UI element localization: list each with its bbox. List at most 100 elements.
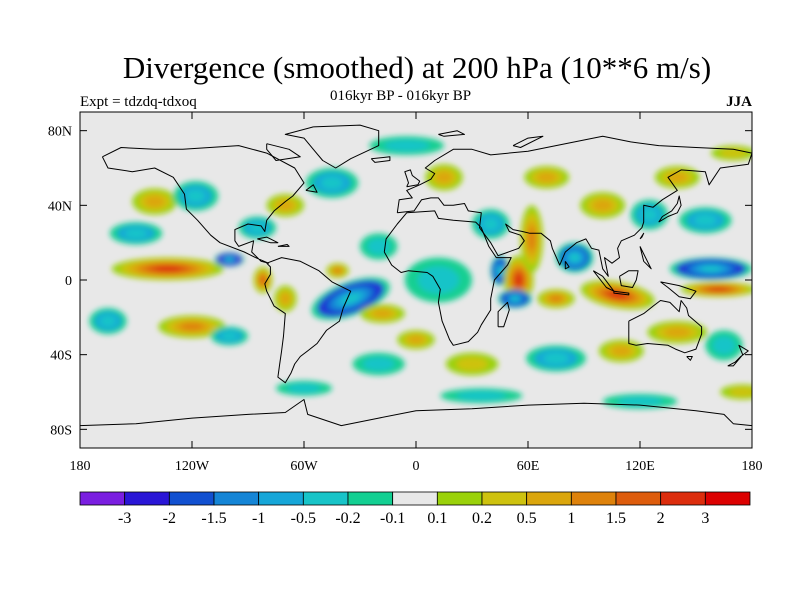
field-contour-36-2 <box>542 352 570 365</box>
coastline-great-britain <box>404 169 421 188</box>
colorbar-box <box>615 491 662 506</box>
lat-tick-label: 80N <box>48 125 72 140</box>
field-contour-20-2 <box>641 208 658 222</box>
coastline-antarctica <box>80 399 752 427</box>
colorbar-box <box>168 491 215 506</box>
field-contour-31-2 <box>221 331 238 341</box>
field-contour-6-1 <box>367 238 391 255</box>
colorbar-label: -0.2 <box>335 510 360 527</box>
field-contour-16-5 <box>709 287 728 292</box>
coastline-hispaniola <box>277 244 290 247</box>
colorbar-label: -0.1 <box>380 510 405 527</box>
lon-tick-label: 180 <box>70 459 91 474</box>
coastline-iceland <box>370 156 391 163</box>
field-contour-38-2 <box>435 171 453 184</box>
field-contour-41-1 <box>383 139 430 152</box>
field-contour-33-1 <box>362 357 395 371</box>
lon-tick-label: 180 <box>742 459 763 474</box>
field-contour-19-2 <box>592 199 613 212</box>
lon-tick-label: 0 <box>413 459 420 474</box>
colorbar-label: 3 <box>701 510 709 527</box>
coastline-australia <box>628 300 703 354</box>
lon-tick-label: 60E <box>517 459 540 474</box>
colorbar-box <box>526 491 572 506</box>
coastline-taiwan <box>639 232 645 240</box>
colorbar-box <box>570 491 617 506</box>
divergence-field <box>89 136 752 409</box>
season-label: JJA <box>726 94 752 110</box>
lon-tick-label: 120E <box>625 459 655 474</box>
colorbar-box <box>704 491 751 506</box>
colorbar-label: -1 <box>252 510 265 527</box>
field-contour-46-1 <box>286 383 322 393</box>
coastline-greenland <box>284 124 380 169</box>
field-contour-22-2 <box>693 214 717 227</box>
colorbar-label: -3 <box>118 510 131 527</box>
coastline-new-zealand <box>727 344 749 367</box>
field-contour-9-5 <box>515 274 523 286</box>
field-contour-27-2 <box>277 200 294 211</box>
field-contour-43-1 <box>456 391 507 401</box>
field-contour-44-1 <box>617 396 663 406</box>
field-contour-45-1 <box>728 387 752 397</box>
colorbar-box <box>347 491 394 506</box>
field-contour-30-3 <box>180 322 204 331</box>
coastline-newfoundland <box>305 184 318 193</box>
colorbar-label: 0.5 <box>517 510 537 527</box>
field-contour-42-1 <box>719 148 748 158</box>
colorbar-box <box>481 491 528 506</box>
field-contour-18-1 <box>712 336 736 355</box>
lat-tick-label: 80S <box>50 423 72 438</box>
field-contour-13-3 <box>549 295 563 302</box>
colorbar-label: 0.1 <box>427 510 447 527</box>
coastline-philippines <box>639 246 652 270</box>
field-contour-0-5 <box>154 266 182 272</box>
field-contour-10-3 <box>527 227 536 251</box>
coastline-baffin-island <box>266 143 301 161</box>
coastline-eurasia <box>396 135 752 277</box>
lat-tick-label: 40S <box>50 349 72 364</box>
coastline-madagascar <box>497 301 510 328</box>
coastline-sri-lanka <box>564 261 570 270</box>
field-contour-35-1 <box>455 357 489 371</box>
colorbar-box <box>660 491 706 506</box>
coastline-svalbard <box>438 130 465 137</box>
field-contour-29-2 <box>99 315 117 327</box>
colorbar-label: -2 <box>163 510 176 527</box>
field-contour-1-6 <box>226 257 233 262</box>
field-contour-2-4 <box>260 276 266 284</box>
colorbar-label: -0.5 <box>291 510 316 527</box>
lon-tick-label: 60W <box>290 459 318 474</box>
coastline-cuba <box>257 236 279 244</box>
coastline-borneo <box>619 270 639 288</box>
colorbar-box <box>79 491 126 506</box>
coastline-japan <box>658 195 682 223</box>
colorbar-box <box>124 491 170 506</box>
colorbar: -3 -2 -1.5 -1 -0.5 -0.2 -0.1 0.1 0.2 0.5 1 1.5 2 3 <box>79 491 751 527</box>
colorbar-label: 2 <box>657 510 665 527</box>
coastlines <box>80 124 752 427</box>
colorbar-box <box>213 491 260 506</box>
field-contour-17-2 <box>664 327 691 338</box>
experiment-label: Expt = tdzdq-tdxoq <box>80 94 197 110</box>
lat-tick-label: 0 <box>65 274 72 289</box>
colorbar-box <box>436 491 483 506</box>
coastline-novaya-zemlya <box>512 135 544 148</box>
lon-tick-label: 120W <box>175 459 210 474</box>
colorbar-box <box>258 491 304 506</box>
colorbar-label: -1.5 <box>201 510 226 527</box>
coastline-tasmania <box>686 356 693 361</box>
field-contour-23-2 <box>124 228 148 239</box>
lat-tick-label: 40N <box>48 199 72 214</box>
field-contour-7-1 <box>417 266 460 294</box>
field-contour-39-2 <box>482 217 499 231</box>
map-axes: 180 120W 60W 0 60E 120E 180 80N 40N 0 40S 80S <box>48 112 763 474</box>
field-contour-5-3 <box>333 268 342 274</box>
field-contour-11-5 <box>510 296 520 301</box>
colorbar-box <box>392 491 438 506</box>
colorbar-label: 1.5 <box>606 510 626 527</box>
period-subtitle: 016kyr BP - 016kyr BP <box>330 88 472 104</box>
page-title: Divergence (smoothed) at 200 hPa (10**6 … <box>122 50 712 85</box>
field-contour-37-2 <box>611 345 632 356</box>
